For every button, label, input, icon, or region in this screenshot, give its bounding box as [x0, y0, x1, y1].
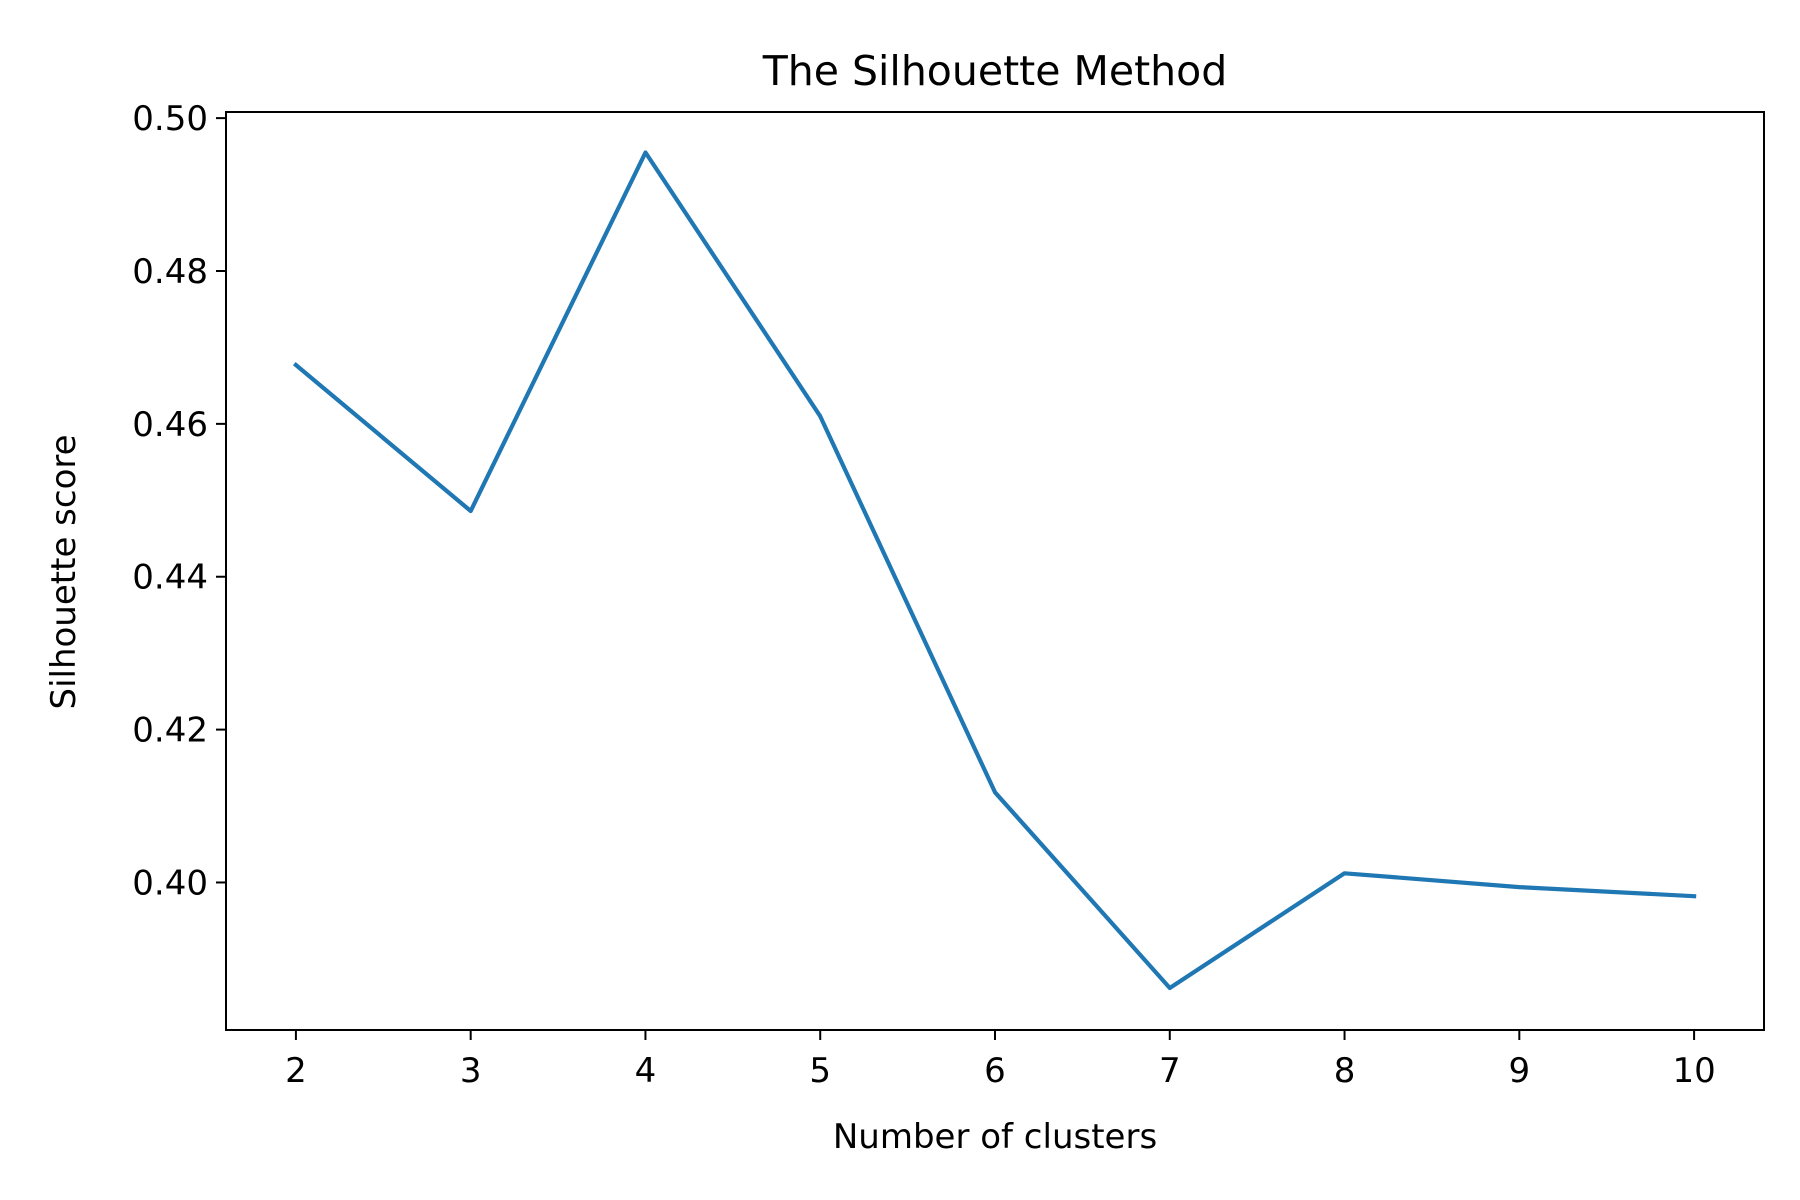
x-tick-label: 9 — [1508, 1051, 1530, 1091]
y-tick-label: 0.48 — [132, 252, 208, 292]
x-tick-label: 4 — [635, 1051, 657, 1091]
series-line-0 — [292, 150, 1697, 991]
y-tick-label: 0.42 — [132, 711, 208, 751]
x-tick-label: 6 — [984, 1051, 1006, 1091]
x-tick-label: 5 — [809, 1051, 831, 1091]
y-tick-label: 0.44 — [132, 558, 208, 598]
x-tick-label: 7 — [1159, 1051, 1181, 1091]
x-tick-label: 2 — [285, 1051, 307, 1091]
plot-area: 2 3 4 5 6 7 8 9 10 0.40 0.42 0.44 0.46 0.48 0.50 — [132, 99, 1765, 1091]
y-axis-title: Silhouette score — [44, 434, 84, 709]
x-tick-label: 3 — [460, 1051, 482, 1091]
x-axis-title: Number of clusters — [833, 1117, 1157, 1157]
y-tick-label: 0.50 — [132, 99, 208, 139]
y-tick-label: 0.46 — [132, 405, 208, 445]
x-tick-label: 10 — [1672, 1051, 1715, 1091]
y-tick-label: 0.40 — [132, 863, 208, 903]
x-tick-label: 8 — [1334, 1051, 1356, 1091]
chart-title: The Silhouette Method — [762, 47, 1228, 95]
